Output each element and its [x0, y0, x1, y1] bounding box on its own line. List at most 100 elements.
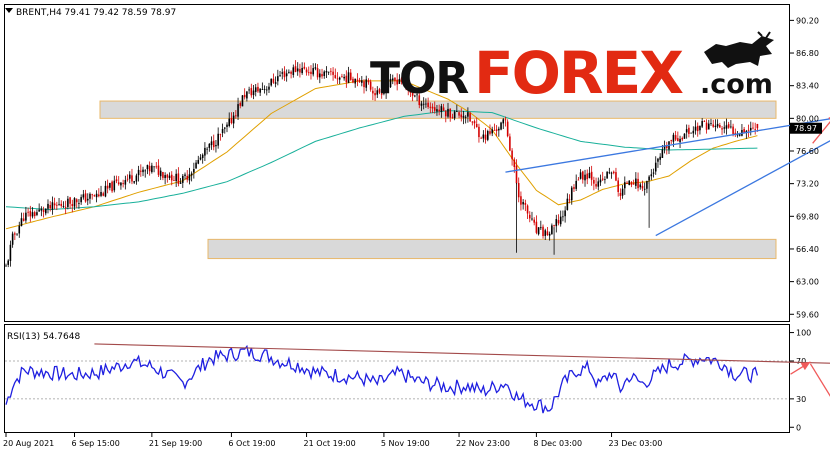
candle	[29, 205, 32, 222]
candle	[285, 69, 288, 82]
candle	[641, 180, 644, 192]
zones-layer	[99, 100, 777, 260]
candle-body	[336, 78, 339, 80]
candle	[252, 84, 255, 100]
candle-body	[104, 185, 107, 197]
candle-body	[312, 68, 314, 75]
candle	[109, 182, 111, 191]
candle-body	[281, 72, 284, 74]
candle-body	[89, 193, 91, 199]
candle	[168, 172, 171, 181]
rsi-forecast-arrow-up	[790, 361, 811, 375]
candle	[283, 66, 286, 81]
candle	[403, 78, 405, 85]
candle	[58, 198, 60, 206]
candle	[232, 112, 235, 129]
candle	[714, 119, 717, 132]
candle	[372, 86, 374, 101]
candle-body	[451, 116, 454, 118]
candle	[442, 103, 445, 112]
candle-body	[124, 180, 127, 185]
candle-body	[310, 71, 312, 74]
candle	[193, 162, 195, 179]
candle-body	[608, 172, 611, 174]
candle	[723, 121, 726, 134]
candle-body	[349, 72, 352, 80]
candle-body	[14, 233, 16, 235]
candle-body	[354, 78, 356, 84]
candle-body	[265, 89, 268, 91]
candle	[204, 142, 206, 161]
candle	[449, 108, 452, 122]
candle	[25, 206, 27, 224]
candle-body	[356, 79, 359, 81]
candle	[429, 102, 432, 114]
candle	[652, 168, 655, 178]
candle-body	[378, 89, 381, 93]
candle	[314, 63, 317, 71]
candle	[431, 103, 434, 114]
candle	[363, 79, 365, 94]
candle-body	[117, 182, 120, 185]
candle-body	[283, 71, 286, 78]
candle	[332, 67, 334, 81]
candle	[239, 101, 242, 109]
candle	[584, 169, 586, 187]
candle	[575, 174, 577, 191]
candle-body	[201, 154, 204, 159]
candle	[741, 124, 743, 137]
candle	[128, 171, 131, 184]
candle	[338, 76, 341, 85]
candle	[144, 169, 147, 178]
candle-body	[586, 173, 589, 180]
candle-body	[650, 174, 653, 177]
logo-text-forex: FOREX	[474, 39, 683, 107]
candle	[663, 140, 666, 154]
candle-body	[215, 145, 217, 147]
candle	[259, 88, 261, 97]
symbol-dropdown-arrow-icon[interactable]	[5, 8, 13, 13]
candle-body	[391, 78, 394, 81]
candle-body	[338, 77, 341, 80]
candle	[323, 70, 326, 79]
candle-body	[197, 159, 200, 164]
candle	[325, 66, 328, 78]
candle-body	[601, 178, 604, 180]
rsi-axis: 100 70 30 0	[790, 329, 811, 432]
candle-body	[564, 210, 566, 217]
candle	[347, 66, 350, 84]
candle	[498, 126, 500, 137]
candle-body	[672, 134, 675, 142]
rsi-tick-label: 70	[796, 357, 806, 366]
candle-body	[652, 172, 655, 174]
candle	[248, 86, 250, 94]
candle	[319, 69, 321, 84]
candle-body	[374, 93, 376, 96]
candle	[502, 117, 505, 130]
candle	[699, 125, 701, 135]
candle	[365, 75, 368, 92]
candle-body	[146, 164, 149, 170]
candle	[49, 201, 51, 212]
candle-body	[478, 126, 480, 138]
candle-body	[319, 73, 321, 78]
candle-body	[100, 191, 102, 196]
candle-body	[341, 76, 343, 78]
time-tick-label: 23 Dec 03:00	[609, 439, 663, 448]
candle-body	[22, 218, 25, 221]
candle	[78, 199, 80, 209]
candle-body	[537, 227, 540, 235]
candle-body	[177, 173, 180, 184]
candle-body	[453, 111, 456, 119]
candle-body	[288, 71, 290, 73]
candle	[299, 63, 301, 78]
candle	[752, 122, 754, 130]
candle-body	[376, 90, 379, 95]
candle-body	[18, 225, 21, 234]
candle	[104, 180, 107, 198]
candle	[489, 124, 491, 136]
candle	[520, 191, 522, 211]
candle	[688, 124, 690, 138]
candle	[378, 87, 381, 95]
candle	[18, 221, 21, 238]
